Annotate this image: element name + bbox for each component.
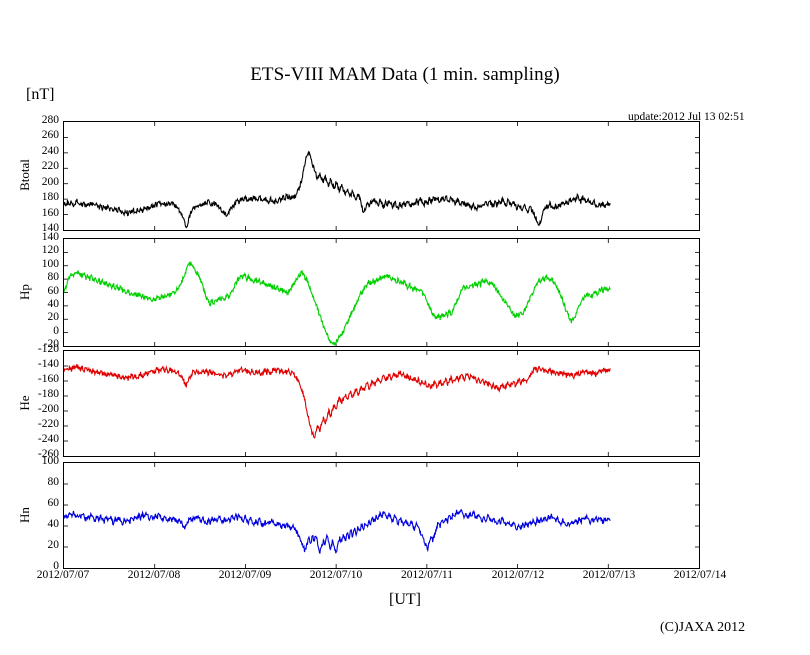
- data-trace-hp: [64, 262, 610, 345]
- y-unit-label: [nT]: [26, 86, 55, 103]
- x-tick-label: 2012/07/08: [127, 569, 181, 581]
- y-tick-label: 280: [41, 114, 59, 126]
- plot-panel-btotal: [63, 121, 700, 231]
- y-tick-label: 180: [41, 191, 59, 204]
- y-tick-label: -180: [37, 388, 59, 400]
- copyright-notice: (C)JAXA 2012: [660, 620, 746, 635]
- data-trace-btotal: [64, 152, 610, 227]
- x-tick-label: 2012/07/14: [673, 569, 727, 581]
- y-tick-label: 80: [47, 271, 60, 284]
- x-tick-label: 2012/07/12: [491, 569, 545, 581]
- y-axis-title-btotal: Btotal: [17, 159, 32, 191]
- y-tick-label: 20: [47, 311, 60, 324]
- x-tick-label: 2012/07/10: [309, 569, 363, 581]
- y-tick-label: -220: [37, 418, 59, 430]
- y-tick-label: -20: [43, 338, 59, 350]
- x-axis-label: [UT]: [389, 591, 421, 608]
- page-title: ETS-VIII MAM Data (1 min. sampling): [250, 64, 560, 85]
- y-tick-label: 160: [41, 206, 59, 219]
- y-axis-title-he: He: [17, 394, 32, 411]
- y-tick-label: -120: [37, 343, 59, 355]
- x-tick-label: 2012/07/13: [582, 569, 636, 581]
- y-tick-label: 40: [47, 297, 60, 310]
- y-tick-label: 220: [41, 160, 59, 173]
- y-tick-label: 240: [41, 144, 59, 157]
- x-tick-label: 2012/07/07: [36, 569, 90, 581]
- plot-panel-he: [63, 350, 700, 457]
- y-tick-label: -140: [37, 358, 59, 370]
- y-tick-label: 140: [41, 231, 59, 243]
- y-tick-label: 140: [41, 222, 59, 234]
- data-trace-hn: [64, 510, 610, 554]
- y-tick-label: 200: [41, 175, 59, 188]
- y-tick-label: -160: [37, 373, 59, 385]
- plot-panel-hp: [63, 238, 700, 347]
- y-tick-label: 260: [41, 129, 59, 142]
- y-tick-label: -240: [37, 433, 59, 445]
- y-tick-label: 100: [41, 257, 59, 270]
- x-tick-label: 2012/07/11: [401, 569, 453, 581]
- y-axis-title-hp: Hp: [17, 283, 32, 300]
- y-tick-label: 0: [53, 324, 59, 337]
- data-trace-he: [64, 364, 610, 438]
- y-tick-label: 60: [47, 497, 60, 509]
- plot-panel-hn: [63, 462, 700, 569]
- update-timestamp: update:2012 Jul 13 02:51: [628, 111, 745, 123]
- y-tick-label: 80: [47, 476, 60, 488]
- y-axis-title-hn: Hn: [17, 506, 32, 523]
- y-tick-label: 60: [47, 284, 60, 297]
- x-tick-label: 2012/07/09: [218, 569, 272, 581]
- y-tick-label: 120: [41, 244, 59, 257]
- y-tick-label: -260: [37, 448, 59, 460]
- y-tick-label: -200: [37, 403, 59, 415]
- y-tick-label: 40: [47, 518, 60, 530]
- y-tick-label: 0: [53, 560, 59, 572]
- y-tick-label: 20: [47, 539, 60, 551]
- y-tick-label: 100: [41, 455, 59, 467]
